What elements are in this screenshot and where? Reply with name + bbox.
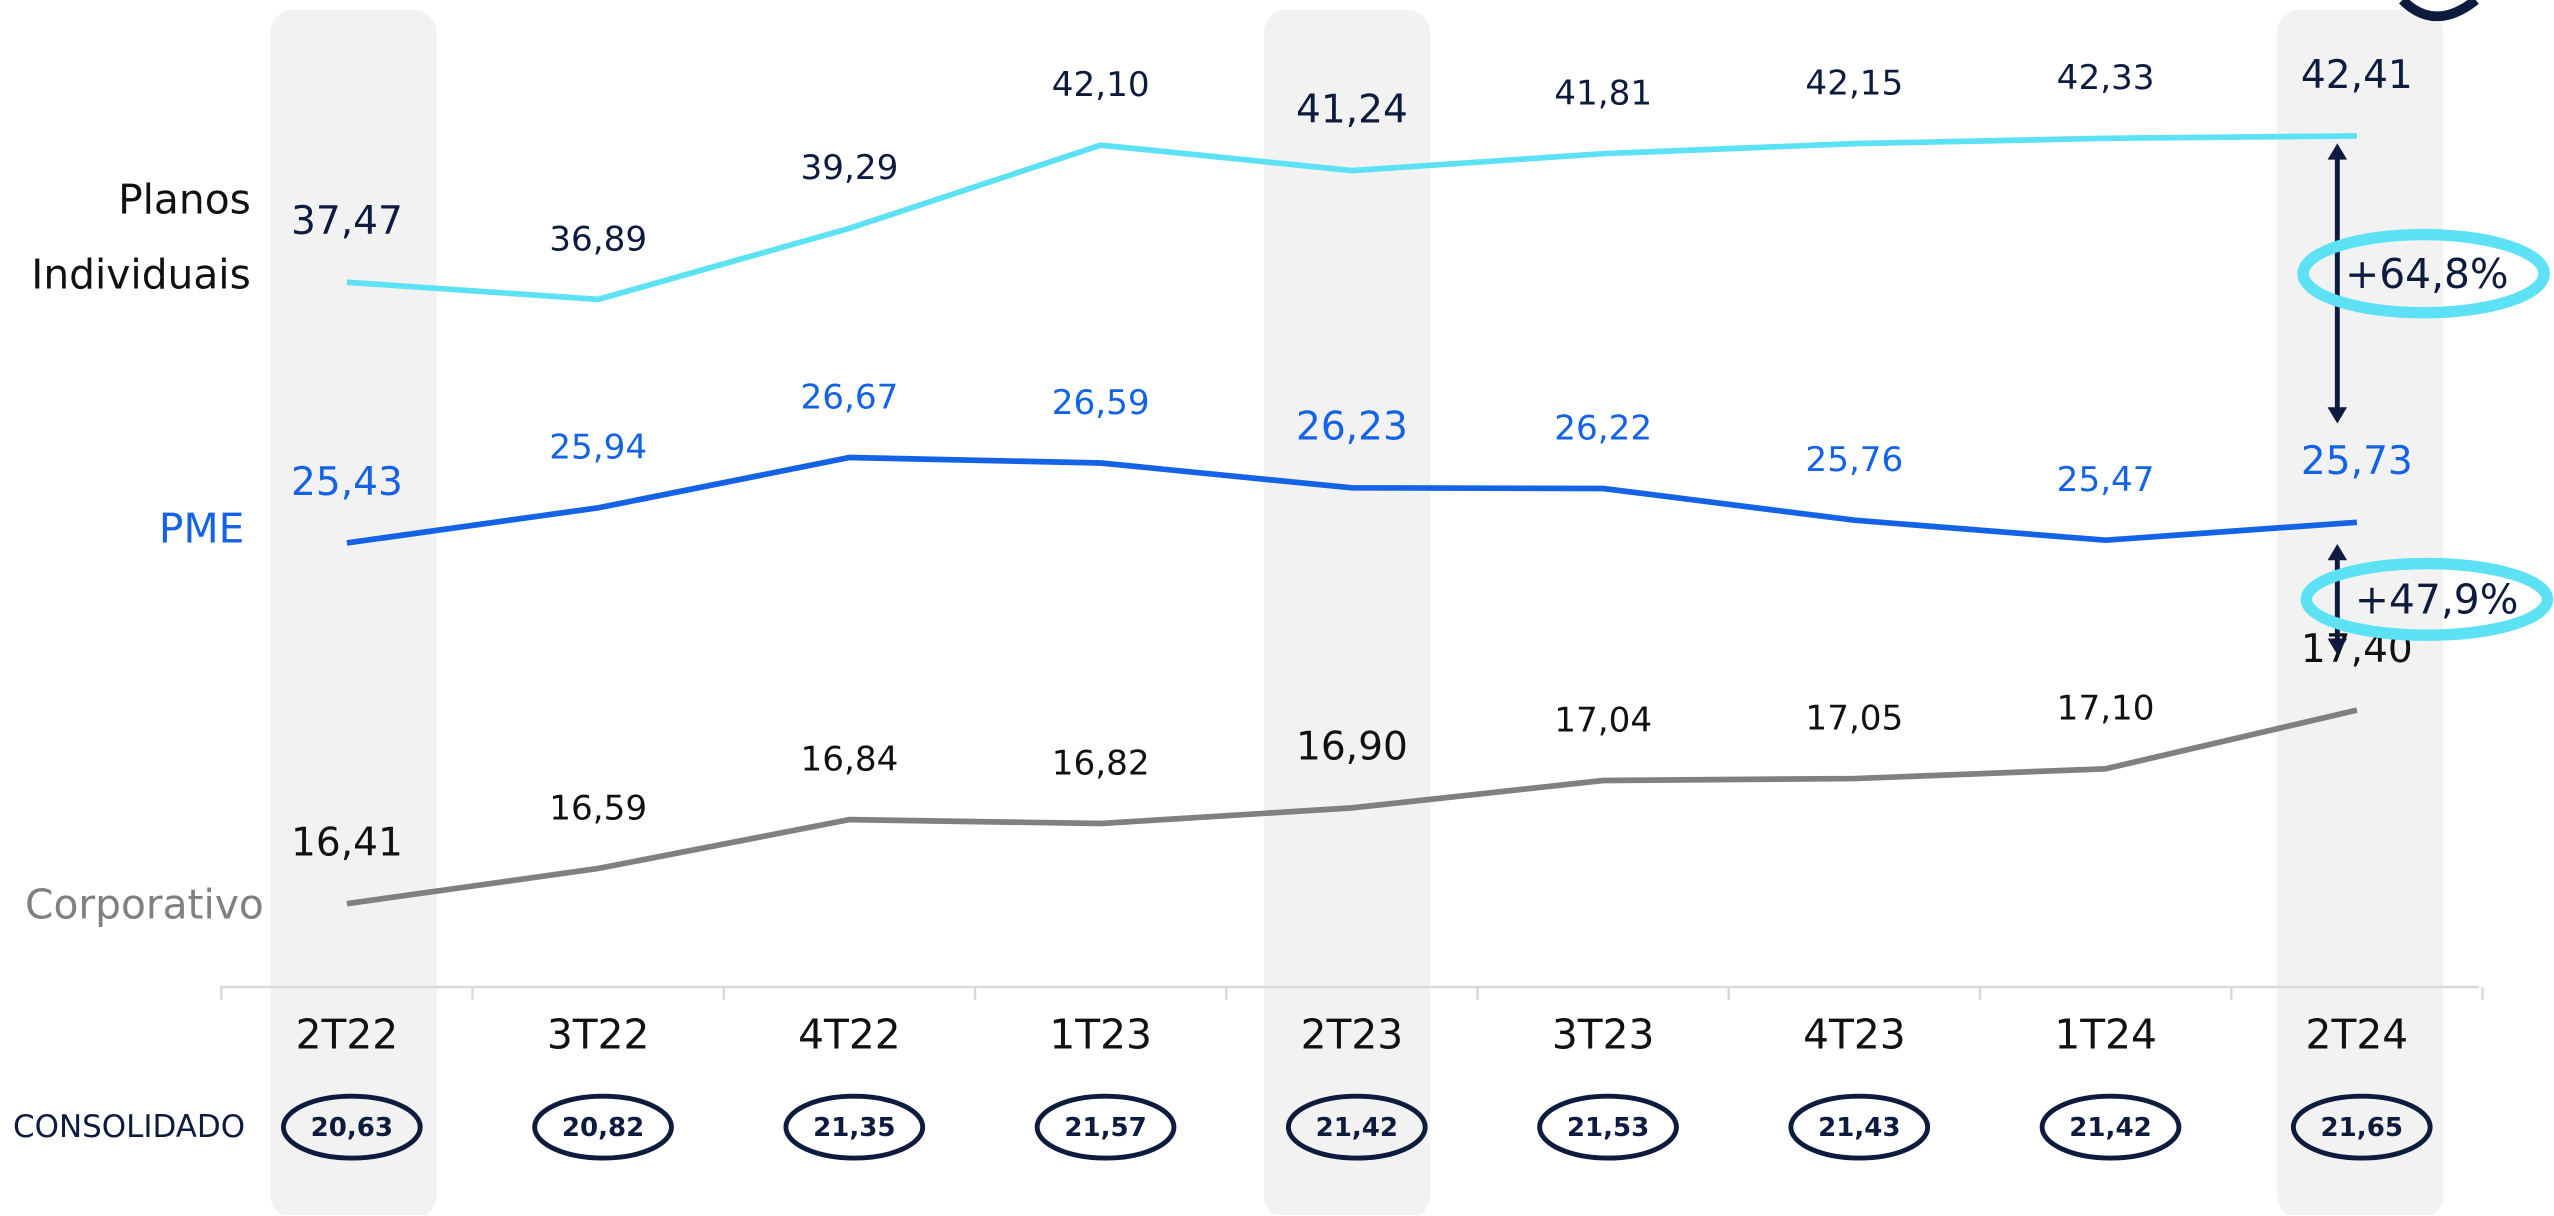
data-label: 16,84: [800, 739, 898, 779]
series-line: [346, 133, 2357, 303]
consolidated-value: 21,43: [1818, 1113, 1900, 1143]
consolidated-badge: [532, 1093, 674, 1161]
data-label: 42,41: [2301, 53, 2413, 98]
consolidated-badge: [1537, 1093, 1679, 1161]
row-label: CONSOLIDADO: [13, 1109, 245, 1145]
consolidated-badge: [1034, 1093, 1177, 1161]
data-label: 16,82: [1052, 743, 1150, 783]
x-tick-label: 1T23: [1049, 1011, 1152, 1059]
series-line: [346, 707, 2358, 907]
data-label: 17,04: [1554, 700, 1652, 740]
consolidated-value: 21,42: [1316, 1113, 1398, 1143]
data-label: 17,05: [1805, 698, 1903, 738]
consolidated-value: 20,82: [562, 1113, 644, 1143]
annotation: +47,9%: [2355, 576, 2518, 624]
data-label: 26,59: [1052, 383, 1150, 423]
data-label: 42,10: [1052, 65, 1150, 105]
x-tick-label: 3T23: [1552, 1011, 1655, 1059]
data-label: 42,33: [2057, 58, 2155, 98]
data-label: 17,10: [2057, 689, 2155, 729]
highlight-column: [1263, 9, 1431, 1216]
consolidated-value: 20,63: [311, 1113, 393, 1143]
x-tick-label: 2T22: [296, 1011, 399, 1059]
data-label: 42,15: [1805, 63, 1903, 103]
arrow-head: [2327, 638, 2348, 655]
data-label: 26,22: [1554, 408, 1652, 448]
data-label: 25,94: [549, 428, 647, 468]
arrow-head: [2327, 407, 2348, 424]
series-line: [346, 454, 2358, 546]
data-label: 25,76: [1805, 440, 1903, 480]
data-label: 16,90: [1296, 725, 1408, 770]
annotation-ring: [2297, 228, 2550, 319]
logo-fragment: [2399, 0, 2479, 22]
consolidated-value: 21,42: [2069, 1113, 2151, 1143]
x-tick-label: 3T22: [547, 1011, 650, 1059]
data-label: 37,47: [291, 199, 403, 244]
data-label: 16,59: [549, 788, 647, 828]
consolidated-badge: [2039, 1093, 2182, 1161]
data-label: 26,23: [1296, 405, 1408, 450]
consolidated-badge: [1285, 1093, 1428, 1161]
consolidated-value: 21,65: [2321, 1113, 2403, 1143]
annotation-ring: [2300, 557, 2554, 641]
consolidated-value: 21,57: [1064, 1113, 1146, 1143]
x-tick-label: 2T24: [2306, 1011, 2409, 1059]
arrow-head: [2327, 544, 2348, 561]
highlight-column: [270, 9, 437, 1216]
data-label: 41,24: [1296, 87, 1408, 132]
data-label: 41,81: [1554, 74, 1652, 114]
data-label: 25,73: [2301, 439, 2413, 484]
data-label: 39,29: [800, 148, 898, 188]
consolidated-badge: [2290, 1093, 2433, 1161]
data-label: 26,67: [800, 377, 898, 417]
data-label: 25,43: [291, 460, 403, 505]
consolidated-badge: [783, 1093, 926, 1161]
series-name: Corporativo: [25, 881, 264, 929]
data-label: 36,89: [549, 219, 647, 259]
consolidated-value: 21,35: [813, 1113, 895, 1143]
arrow-head: [2327, 143, 2348, 160]
x-tick-label: 1T24: [2054, 1011, 2157, 1059]
x-tick-label: 4T22: [798, 1011, 901, 1059]
data-label: 25,47: [2057, 460, 2155, 500]
annotation: +64,8%: [2345, 250, 2508, 298]
series-name: PME: [158, 504, 245, 553]
consolidated-badge: [280, 1093, 423, 1161]
consolidated-value: 21,53: [1567, 1113, 1649, 1143]
consolidated-badge: [1788, 1093, 1931, 1161]
series-name: Planos Individuais: [31, 175, 251, 299]
x-tick-label: 2T23: [1301, 1011, 1404, 1059]
x-tick-label: 4T23: [1803, 1011, 1906, 1059]
data-label: 16,41: [291, 821, 403, 866]
